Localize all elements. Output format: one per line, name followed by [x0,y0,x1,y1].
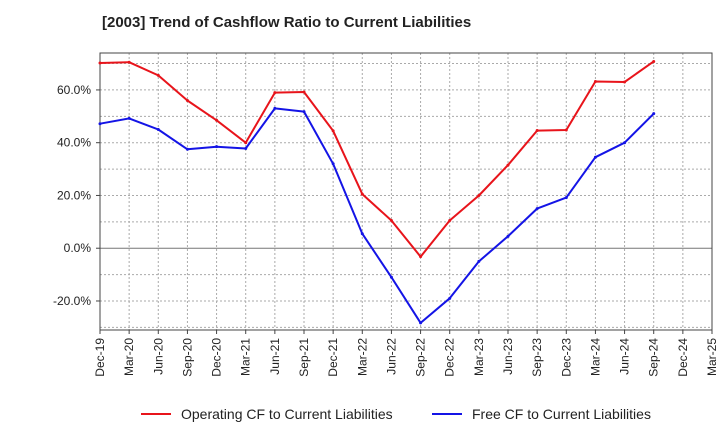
x-tick-label: Dec-23 [559,338,573,377]
x-tick-label: Dec-21 [326,338,340,377]
series-2-point [360,232,364,236]
x-tick-label: Mar-23 [472,338,486,376]
x-tick-label: Mar-24 [588,338,602,376]
series-2-point [331,162,335,166]
series-2-point [215,145,219,149]
y-tick-label: 60.0% [57,83,91,97]
x-tick-label: Sep-24 [647,338,661,377]
y-tick-label: 20.0% [57,188,91,202]
series-1-point [98,61,102,65]
plot-frame [99,52,713,331]
series-1-point [273,91,277,95]
series-2-point [244,146,248,150]
series-1-point [535,129,539,133]
series-1-point [419,255,423,259]
series-1-point [448,219,452,223]
series-1-point [156,73,160,77]
legend-label-1: Operating CF to Current Liabilities [181,406,393,422]
x-tick-label: Jun-20 [151,338,165,375]
chart-title: [2003] Trend of Cashflow Ratio to Curren… [102,14,472,31]
series-1-point [127,60,131,64]
series-line-2 [99,107,655,324]
series-1-point [360,192,364,196]
series-1-point [302,90,306,94]
series-1-point [564,128,568,132]
series-1-point [477,193,481,197]
series-2-point [389,275,393,279]
series-2-point [185,147,189,151]
x-tick-label: Dec-22 [443,338,457,377]
x-tick-label: Dec-20 [210,338,224,377]
series-2-point [419,321,423,325]
series-2-point [535,207,539,211]
series-2-point [477,259,481,263]
x-tick-label: Dec-24 [676,338,690,377]
series-1-point [389,219,393,223]
series-1-point [215,118,219,122]
plot-area [100,53,712,330]
series-2-point [564,196,568,200]
x-tick-label: Sep-21 [297,338,311,377]
series-1-point [652,59,656,63]
x-tick-label: Sep-23 [530,338,544,377]
series-1-point [185,98,189,102]
legend-label-2: Free CF to Current Liabilities [472,406,651,422]
series-line-1 [99,60,655,258]
series-2-point [506,234,510,238]
y-tick-label: 0.0% [64,241,92,255]
series-2-point [98,122,102,126]
series-2-point [593,155,597,159]
series-2-point [156,128,160,132]
x-tick-label: Mar-25 [705,338,719,376]
series-1-point [244,141,248,145]
series-2-point [623,141,627,145]
x-tick-label: Sep-20 [180,338,194,377]
x-tick-label: Mar-20 [122,338,136,376]
series-2-point [448,296,452,300]
x-tick-label: Jun-22 [384,338,398,375]
series-1-point [506,163,510,167]
x-tick-label: Mar-22 [355,338,369,376]
series-2-point [652,112,656,116]
x-tick-label: Dec-19 [93,338,107,377]
series-2-point [127,116,131,120]
series-2-point [302,110,306,114]
y-tick-label: -20.0% [53,294,91,308]
x-tick-label: Sep-22 [414,338,428,377]
x-tick-label: Jun-21 [268,338,282,375]
x-tick-label: Jun-24 [618,338,632,375]
y-tick-label: 40.0% [57,136,91,150]
series-1-point [593,79,597,83]
x-tick-label: Mar-21 [239,338,253,376]
x-tick-label: Jun-23 [501,338,515,375]
series-1-point [623,80,627,84]
series-2-point [273,106,277,110]
series-1-point [331,129,335,133]
